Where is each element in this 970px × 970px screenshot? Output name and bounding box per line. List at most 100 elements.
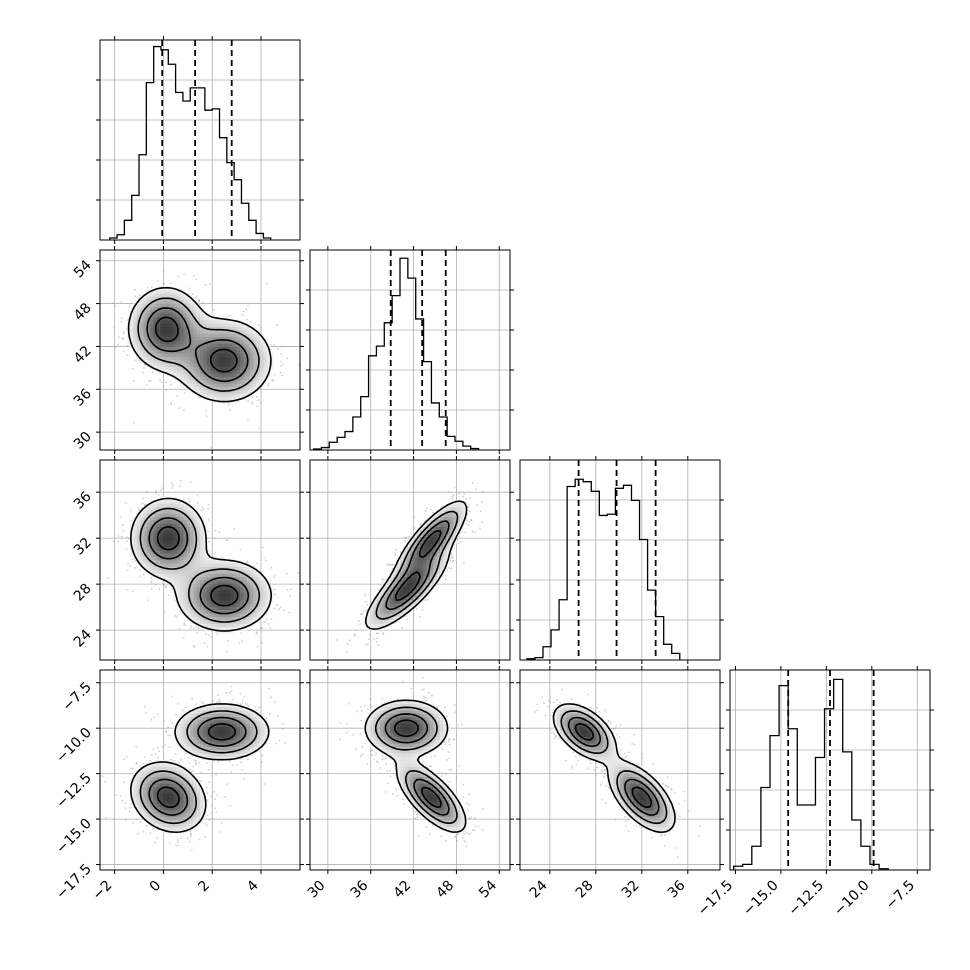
x-tick-label: 2 xyxy=(195,878,213,896)
density-cell xyxy=(200,350,204,354)
density-cell xyxy=(163,536,167,541)
density-cell xyxy=(220,590,224,594)
density-cell xyxy=(453,506,457,511)
density-cell xyxy=(180,540,184,544)
density-cell xyxy=(410,776,414,781)
density-cell xyxy=(223,353,227,357)
sample-point xyxy=(257,324,260,327)
sample-point xyxy=(422,760,425,763)
density-cell xyxy=(426,743,431,747)
density-cell xyxy=(176,820,181,824)
density-cell xyxy=(136,786,141,791)
density-cell xyxy=(263,366,267,371)
density-cell xyxy=(186,813,191,817)
density-cell xyxy=(206,560,211,564)
density-cell xyxy=(200,726,204,731)
density-cell xyxy=(383,606,387,611)
density-cell xyxy=(390,710,394,714)
density-cell xyxy=(166,773,171,777)
density-cell xyxy=(423,560,427,564)
density-cell xyxy=(133,310,137,314)
density-cell xyxy=(253,386,257,391)
density-cell xyxy=(153,776,157,781)
density-cell xyxy=(133,790,137,794)
density-cell xyxy=(253,713,257,717)
density-cell xyxy=(153,786,157,791)
density-cell xyxy=(173,773,177,777)
density-cell xyxy=(190,733,194,737)
density-cell xyxy=(160,360,164,364)
density-cell xyxy=(146,563,151,567)
density-cell xyxy=(193,540,197,544)
density-cell xyxy=(373,723,377,727)
density-cell xyxy=(163,313,167,317)
y-tick-label: −7.5 xyxy=(59,679,94,714)
density-cell xyxy=(196,326,201,331)
density-cell xyxy=(143,513,147,517)
sample-point xyxy=(200,701,203,704)
density-cell xyxy=(396,573,401,577)
density-cell xyxy=(263,350,267,354)
density-cell xyxy=(186,733,191,737)
density-cell xyxy=(190,530,194,534)
density-cell xyxy=(186,526,191,531)
density-cell xyxy=(190,716,194,721)
density-cell xyxy=(383,743,387,747)
density-cell xyxy=(380,746,384,751)
sample-point xyxy=(131,367,134,370)
sample-point xyxy=(133,422,136,424)
density-cell xyxy=(380,743,384,747)
density-cell xyxy=(403,766,407,771)
density-cell xyxy=(166,370,171,374)
density-cell xyxy=(243,326,247,331)
density-cell xyxy=(243,593,247,597)
density-cell xyxy=(190,806,194,811)
density-cell xyxy=(223,563,227,567)
density-cell xyxy=(180,556,184,561)
density-cell xyxy=(166,793,171,797)
sample-point xyxy=(150,718,153,721)
density-cell xyxy=(370,606,374,611)
density-cell xyxy=(180,530,184,534)
density-cell xyxy=(176,373,181,377)
density-cell xyxy=(233,726,237,731)
density-cell xyxy=(390,726,394,731)
density-cell xyxy=(163,346,167,351)
density-cell xyxy=(433,736,437,741)
sample-point xyxy=(172,484,174,487)
density-cell xyxy=(406,600,411,604)
sample-point xyxy=(180,837,182,840)
density-cell xyxy=(170,810,174,814)
density-cell xyxy=(440,516,444,521)
density-cell xyxy=(240,393,244,397)
density-cell xyxy=(240,733,244,737)
density-cell xyxy=(433,783,437,787)
density-cell xyxy=(126,336,131,341)
density-cell xyxy=(433,776,437,781)
density-cell xyxy=(166,826,171,831)
density-cell xyxy=(183,823,187,827)
sample-point xyxy=(474,824,476,827)
density-cell xyxy=(196,563,201,567)
density-cell xyxy=(160,570,164,574)
density-cell xyxy=(186,566,191,571)
density-cell xyxy=(163,533,167,537)
density-cell xyxy=(190,713,194,717)
density-cell xyxy=(230,596,234,601)
density-cell xyxy=(146,356,151,361)
density-cell xyxy=(403,760,407,764)
density-cell xyxy=(190,510,194,514)
density-cell xyxy=(223,323,227,327)
density-cell xyxy=(380,720,384,724)
density-cell xyxy=(150,766,154,771)
density-cell xyxy=(173,346,177,351)
density-cell xyxy=(233,616,237,621)
density-cell xyxy=(226,316,231,321)
sample-point xyxy=(150,577,153,579)
density-cell xyxy=(206,743,211,747)
density-cell xyxy=(143,300,147,304)
density-cell xyxy=(256,730,261,734)
density-cell xyxy=(180,563,184,567)
density-cell xyxy=(410,550,414,554)
density-cell xyxy=(223,356,227,361)
